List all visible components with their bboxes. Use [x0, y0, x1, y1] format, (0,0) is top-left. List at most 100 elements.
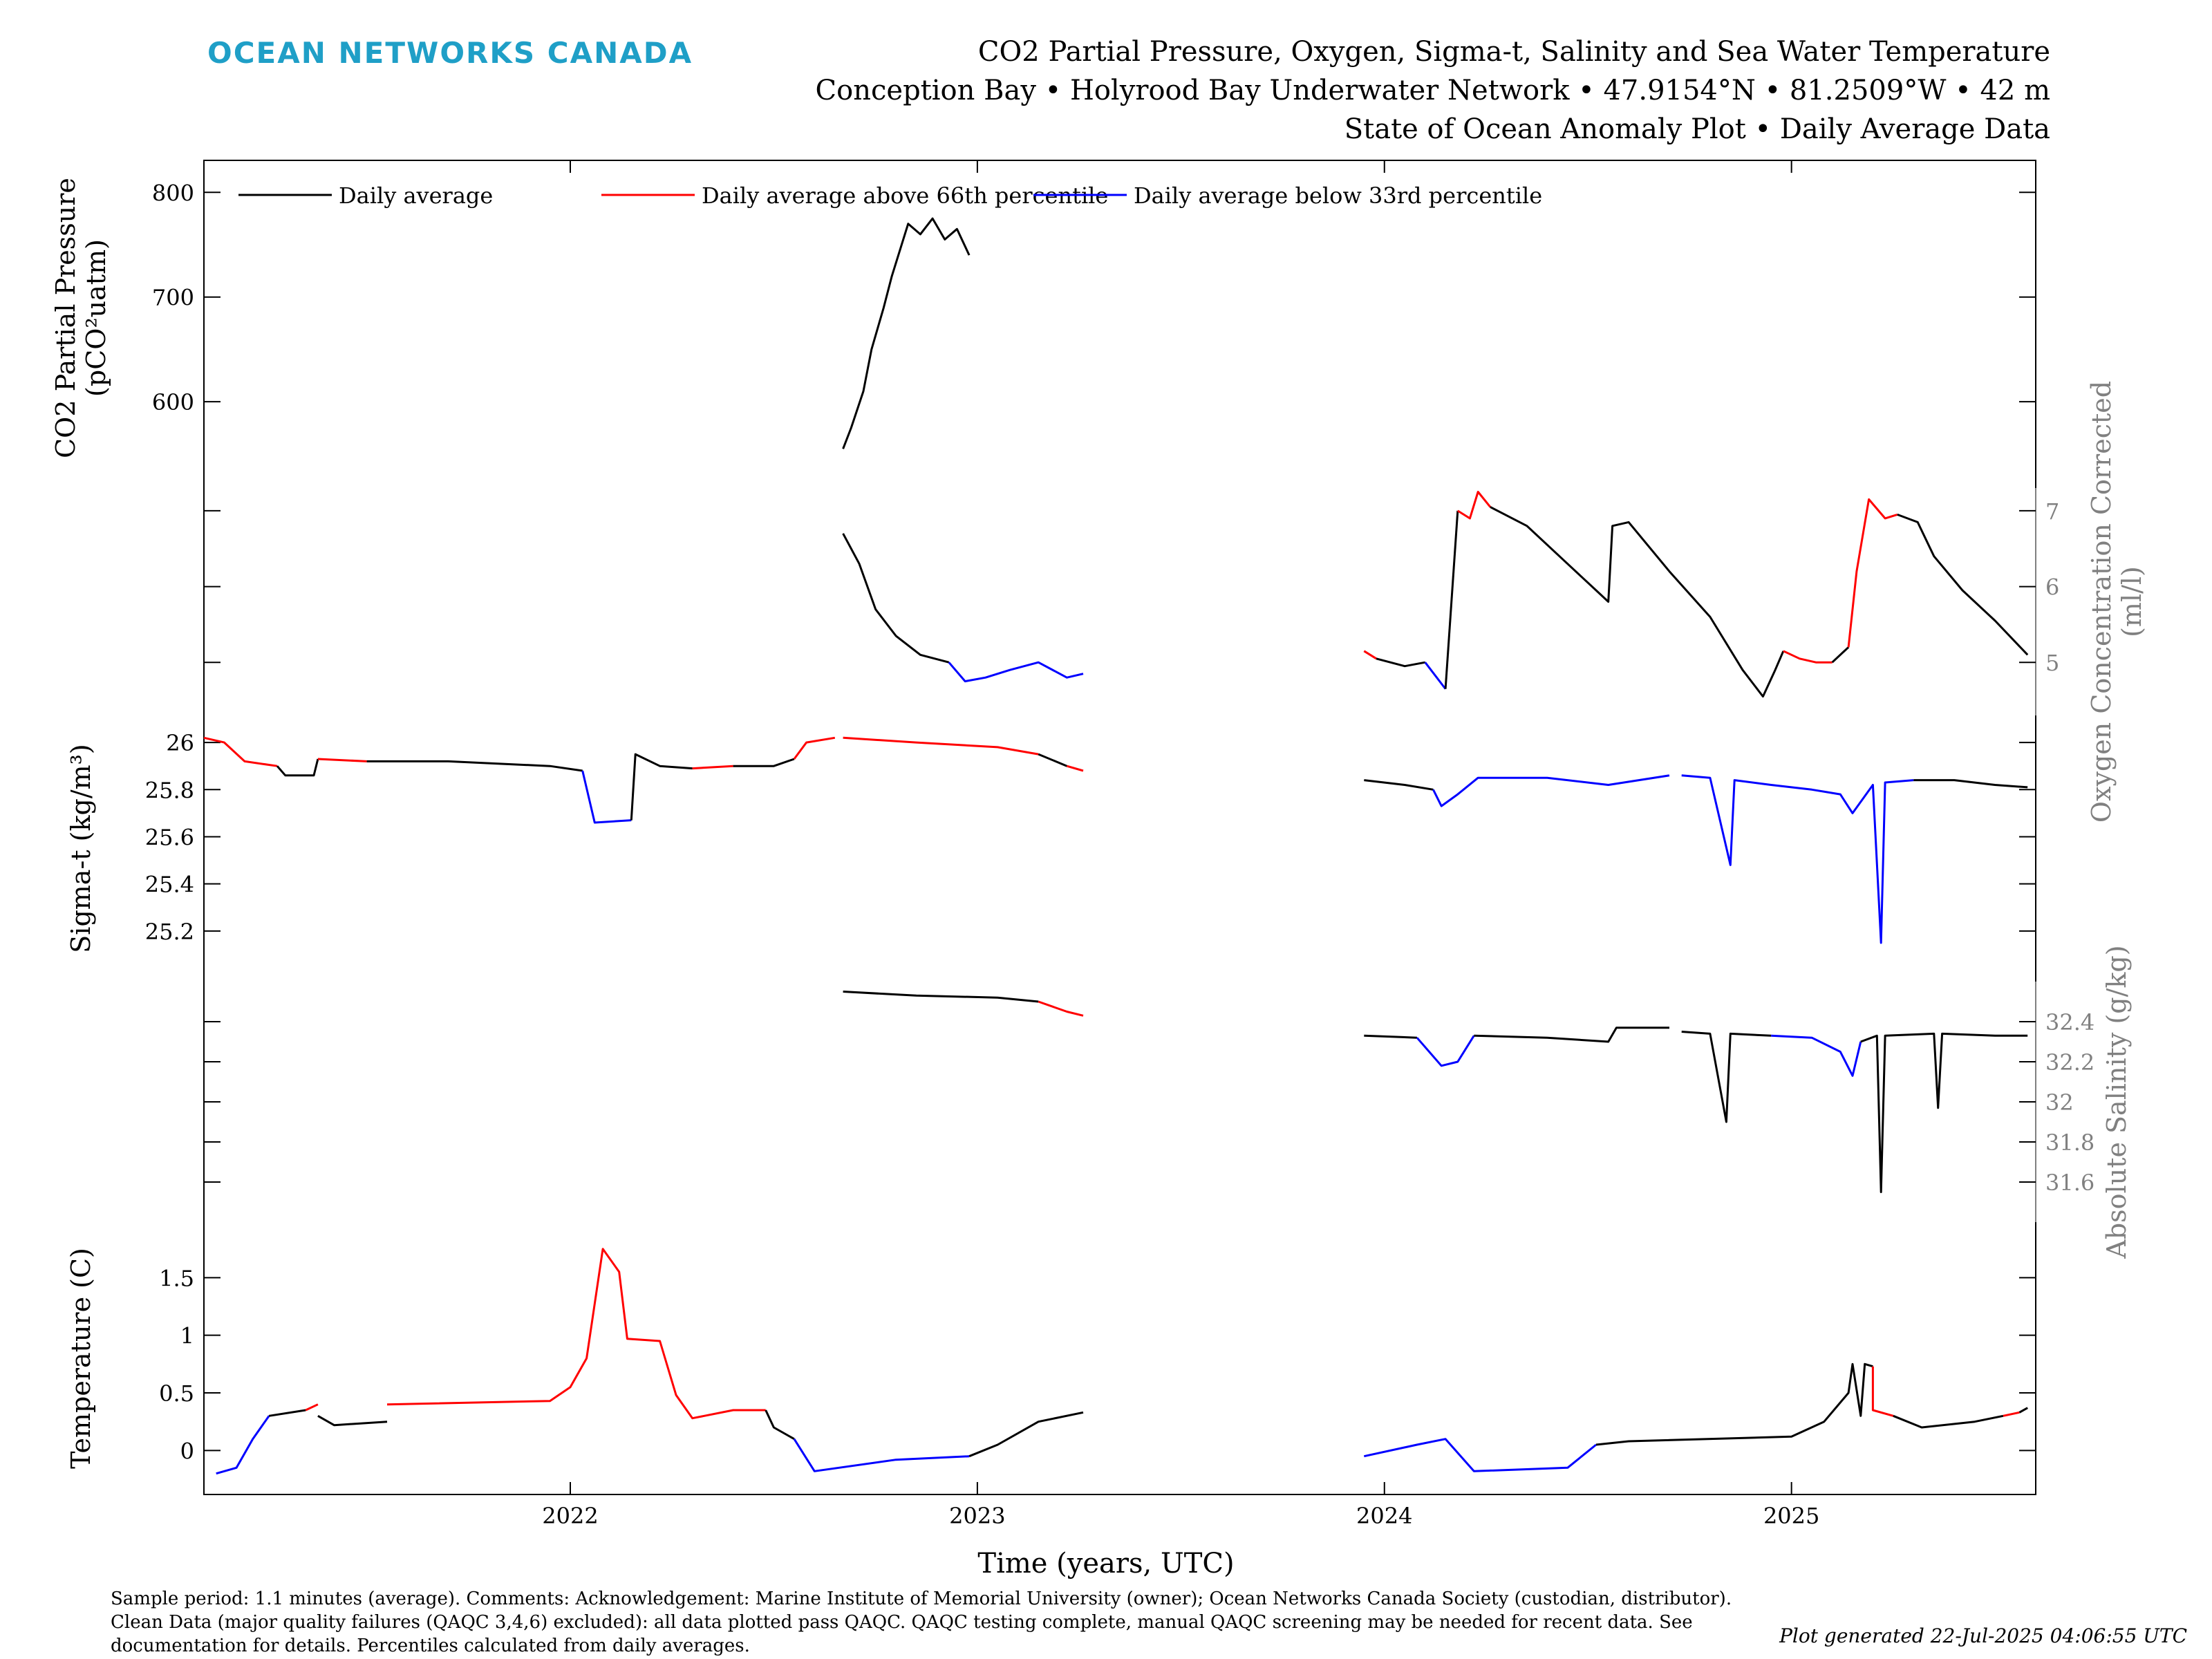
series-salinity-normal — [843, 991, 1039, 1003]
y-axis-label-sigma_t: Sigma-t (kg/m³) — [66, 744, 96, 953]
series-temperature-normal — [268, 1409, 306, 1417]
series-sigma_t-above — [203, 736, 278, 767]
plot-frame — [203, 160, 2036, 1495]
y-tick-label: 0.5 — [159, 1380, 194, 1407]
y-tick-label: 700 — [152, 285, 194, 311]
y-axis-label-temperature: Temperature (C) — [66, 1248, 96, 1469]
series-oxygen-below — [948, 661, 1084, 683]
series-sigma_t-below — [1432, 774, 1670, 807]
x-tick-label: 2022 — [542, 1503, 598, 1529]
series-sigma_t-above — [843, 736, 1039, 756]
legend-label: Daily average below 33rd percentile — [1134, 182, 1542, 209]
series-temperature-normal — [1595, 1362, 1873, 1446]
series-salinity-normal — [1860, 1032, 2028, 1193]
y-tick-label: 32 — [2045, 1089, 2074, 1116]
series-temperature-normal — [765, 1409, 795, 1441]
series-temperature-above — [2003, 1411, 2020, 1417]
x-axis: 2022 2023 2024 2025 — [542, 160, 1819, 1529]
series-temperature-below — [793, 1438, 970, 1472]
y-tick-label: 1 — [180, 1323, 194, 1349]
y-tick-label: 32.2 — [2045, 1049, 2094, 1076]
chart-panels: 600 700 800 CO2 Partial Pressure (pCO²uatm) 5… — [50, 171, 2147, 1479]
y-tick-label: 31.6 — [2045, 1170, 2094, 1196]
x-tick-label: 2024 — [1356, 1503, 1412, 1529]
y-tick-label: 800 — [152, 180, 194, 206]
y-axis-label-salinity: Absolute Salinity (g/kg) — [2101, 945, 2132, 1259]
legend: Daily average Daily average above 66th pe… — [238, 182, 1542, 209]
series-temperature-below — [216, 1415, 270, 1475]
series-oxygen-below — [1424, 662, 1447, 690]
series-sigma_t-above — [793, 736, 836, 760]
y-tick-label: 26 — [166, 730, 194, 756]
series-oxygen-normal — [1490, 506, 1785, 698]
series-temperature-normal — [2018, 1407, 2028, 1414]
y-tick-label: 25.4 — [145, 872, 194, 898]
series-oxygen-above — [1783, 650, 1833, 664]
series-sigma_t-normal — [276, 758, 319, 777]
series-oxygen-normal — [1897, 513, 2029, 656]
series-temperature-above — [1871, 1366, 1894, 1417]
series-oxygen-normal — [1444, 510, 1459, 689]
y-tick-label: 25.2 — [145, 919, 194, 945]
panel-sigma_t: 25.2 25.4 25.6 25.8 26 Sigma-t (kg/m³) — [66, 719, 2036, 978]
y-axis-label-co2: (pCO²uatm) — [81, 239, 111, 397]
y-tick-label: 32.4 — [2045, 1009, 2094, 1035]
series-salinity-below — [1771, 1034, 1862, 1077]
series-sigma_t-below — [581, 770, 632, 824]
series-salinity-above — [1038, 1000, 1084, 1017]
y-axis-label-co2: CO2 Partial Pressure — [50, 178, 81, 458]
series-salinity-normal — [1474, 1027, 1669, 1043]
series-temperature-below — [1363, 1438, 1597, 1472]
series-sigma_t-normal — [1038, 753, 1067, 767]
generated-timestamp: Plot generated 22-Jul-2025 04:06:55 UTC — [1779, 1624, 2187, 1647]
series-oxygen-normal — [1831, 646, 1850, 664]
series-sigma_t-above — [692, 765, 733, 770]
series-salinity-normal — [1364, 1034, 1417, 1039]
series-co2-normal — [842, 217, 971, 449]
series-temperature-normal — [317, 1414, 388, 1427]
series-sigma_t-above — [317, 758, 367, 762]
x-tick-label: 2025 — [1763, 1503, 1819, 1529]
y-axis-label-oxygen: (ml/l) — [2117, 566, 2147, 637]
title-line-2: Conception Bay • Holyrood Bay Underwater… — [815, 75, 2050, 106]
series-sigma_t-normal — [630, 753, 693, 821]
series-oxygen-normal — [1376, 657, 1425, 668]
title-line-1: CO2 Partial Pressure, Oxygen, Sigma-t, S… — [977, 36, 2050, 68]
series-sigma_t-above — [1066, 765, 1084, 772]
y-tick-label: 6 — [2045, 574, 2059, 601]
series-salinity-below — [1416, 1035, 1475, 1067]
brand-logo: OCEAN NETWORKS CANADA — [207, 36, 693, 70]
x-tick-label: 2023 — [949, 1503, 1005, 1529]
panel-co2: 600 700 800 CO2 Partial Pressure (pCO²uatm) — [50, 171, 2036, 465]
y-tick-label: 600 — [152, 389, 194, 415]
x-axis-label: Time (years, UTC) — [977, 1548, 1234, 1580]
series-oxygen-normal — [842, 533, 950, 664]
y-tick-label: 7 — [2045, 498, 2059, 525]
y-tick-label: 0 — [180, 1438, 194, 1464]
series-temperature-above — [386, 1248, 766, 1420]
y-tick-label: 25.8 — [145, 777, 194, 803]
series-temperature-normal — [968, 1411, 1084, 1458]
panel-salinity: 31.6 31.8 32 32.2 32.4 Absolute Salinity (g/k… — [204, 945, 2132, 1259]
legend-label: Daily average — [339, 182, 493, 209]
series-temperature-above — [305, 1403, 319, 1412]
footer-notes: Sample period: 1.1 minutes (average). Co… — [111, 1588, 1732, 1656]
y-tick-label: 31.8 — [2045, 1130, 2094, 1156]
series-oxygen-above — [1847, 498, 1898, 648]
series-sigma_t-normal — [1913, 779, 2028, 789]
series-sigma_t-normal — [1364, 779, 1434, 791]
series-oxygen-above — [1363, 650, 1377, 660]
y-axis-label-oxygen: Oxygen Concentration Corrected — [2086, 381, 2117, 823]
panel-temperature: 0 0.5 1 1.5 Temperature (C) — [66, 1237, 2036, 1479]
series-salinity-normal — [1681, 1031, 1772, 1123]
title-line-3: State of Ocean Anomaly Plot • Daily Aver… — [1344, 113, 2050, 145]
series-temperature-normal — [1893, 1414, 2004, 1429]
plot-border — [203, 160, 2036, 1495]
series-sigma_t-normal — [366, 760, 583, 772]
y-tick-label: 1.5 — [159, 1265, 194, 1291]
panel-oxygen: 5 6 7 Oxygen Concentration Corrected (ml/l) — [204, 381, 2147, 823]
series-sigma_t-normal — [733, 758, 795, 767]
series-sigma_t-below — [1681, 774, 1914, 944]
series-oxygen-above — [1457, 491, 1492, 520]
